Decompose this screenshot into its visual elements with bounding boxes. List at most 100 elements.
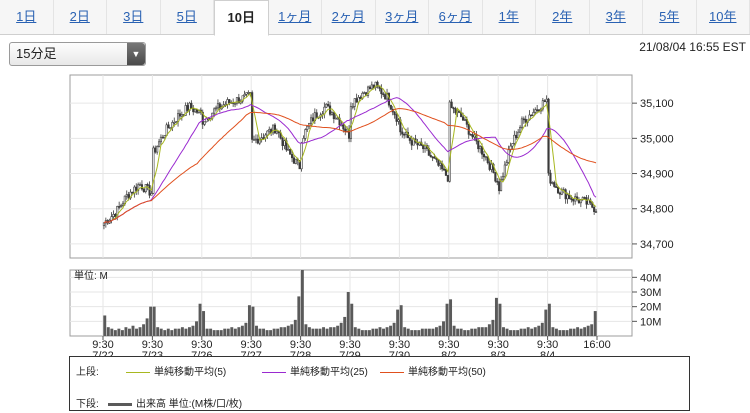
- tab-5[interactable]: 1ヶ月: [268, 0, 322, 34]
- volume-bar: [449, 299, 453, 336]
- price-tick-label: 35,000: [640, 133, 674, 145]
- candle-body: [524, 118, 527, 123]
- candle-body: [486, 156, 489, 163]
- candle-body: [328, 105, 332, 115]
- tab-9[interactable]: 1年: [482, 0, 536, 34]
- volume-bar: [110, 328, 114, 336]
- candle-body: [129, 191, 132, 199]
- volume-bar: [399, 305, 403, 336]
- tab-10[interactable]: 2年: [536, 0, 590, 34]
- candle-body: [534, 109, 537, 113]
- volume-bar: [382, 328, 385, 336]
- volume-bar: [554, 328, 558, 336]
- interval-select[interactable]: 15分足 ▼: [9, 42, 146, 66]
- candle-body: [178, 113, 182, 117]
- volume-bar: [484, 327, 488, 336]
- volume-tick-label: 40M: [640, 272, 661, 284]
- candle-body: [243, 93, 246, 97]
- ma5-line: [103, 85, 597, 224]
- candle-body: [530, 114, 533, 117]
- x-tick-date: 7/27: [240, 350, 261, 356]
- volume-bar: [367, 330, 371, 336]
- candle-body: [370, 84, 373, 90]
- candle-body: [395, 114, 398, 122]
- candle-body: [241, 95, 244, 102]
- candle-body: [353, 98, 356, 107]
- tab-7[interactable]: 3ヶ月: [375, 0, 429, 34]
- candle-body: [186, 105, 189, 111]
- volume-bar: [293, 319, 297, 336]
- tab-6[interactable]: 2ヶ月: [322, 0, 376, 34]
- tab-0[interactable]: 1日: [0, 0, 54, 34]
- candle-body: [226, 99, 229, 105]
- volume-bar: [322, 327, 325, 336]
- candle-body: [452, 107, 455, 110]
- volume-bar: [427, 328, 431, 336]
- volume-bar: [304, 324, 308, 336]
- candle-body: [287, 149, 290, 151]
- volume-bar: [195, 321, 198, 336]
- volume-bar: [216, 330, 220, 336]
- candle-body: [431, 156, 434, 159]
- candle-body: [256, 138, 259, 144]
- legend-ma5-swatch: [126, 371, 150, 373]
- candle-body: [245, 92, 248, 95]
- candle-body: [477, 140, 480, 150]
- candle-body: [169, 127, 172, 130]
- tab-12[interactable]: 5年: [643, 0, 697, 34]
- tab-8[interactable]: 6ヶ月: [429, 0, 483, 34]
- candle-body: [408, 137, 411, 141]
- candle-body: [325, 103, 328, 108]
- candle-body: [203, 121, 206, 125]
- candle-body: [551, 182, 554, 184]
- legend-ma25-swatch: [262, 371, 286, 373]
- volume-bar: [279, 327, 283, 336]
- volume-bar: [579, 328, 583, 336]
- candle-body: [184, 105, 187, 116]
- candle-body: [142, 188, 145, 192]
- candle-body: [499, 179, 503, 192]
- x-tick-time: 9:30: [142, 339, 163, 351]
- chevron-down-icon: ▼: [127, 43, 145, 65]
- candle-body: [148, 185, 151, 196]
- candle-body: [513, 134, 516, 144]
- volume-bar: [502, 327, 505, 336]
- tab-3[interactable]: 5日: [160, 0, 214, 34]
- volume-bar: [339, 322, 343, 336]
- candle-body: [507, 149, 510, 163]
- candle-body: [146, 184, 149, 186]
- x-tick-time: 9:30: [92, 339, 113, 351]
- x-tick-time: 9:30: [240, 339, 261, 351]
- volume-bar: [219, 330, 223, 336]
- volume-bar: [523, 328, 527, 336]
- candle-body: [298, 160, 301, 170]
- candle-body: [366, 86, 370, 96]
- candle-body: [283, 140, 286, 146]
- volume-bar: [269, 330, 273, 336]
- x-tick-date: 7/30: [389, 350, 410, 356]
- x-tick-date: 7/28: [290, 350, 311, 356]
- tab-11[interactable]: 3年: [589, 0, 643, 34]
- volume-bar: [434, 327, 438, 336]
- candle-body: [315, 112, 318, 118]
- candle-body: [137, 184, 140, 191]
- candle-body: [118, 206, 121, 208]
- candle-body: [587, 199, 590, 205]
- volume-bar: [389, 325, 393, 336]
- tab-2[interactable]: 3日: [107, 0, 161, 34]
- candle-body: [479, 146, 482, 150]
- volume-bar: [205, 328, 209, 336]
- candle-body: [289, 149, 292, 155]
- price-tick-label: 34,800: [640, 204, 674, 216]
- volume-bar: [318, 328, 322, 336]
- volume-bar: [209, 328, 213, 336]
- candle-body: [594, 211, 598, 213]
- tab-1[interactable]: 2日: [53, 0, 107, 34]
- candle-body: [309, 117, 313, 124]
- tab-13[interactable]: 10年: [696, 0, 750, 34]
- candle-body: [332, 112, 335, 119]
- tab-4[interactable]: 10日: [214, 0, 269, 36]
- candle-body: [393, 111, 396, 116]
- ma50-line: [103, 108, 597, 224]
- candle-body: [156, 146, 159, 153]
